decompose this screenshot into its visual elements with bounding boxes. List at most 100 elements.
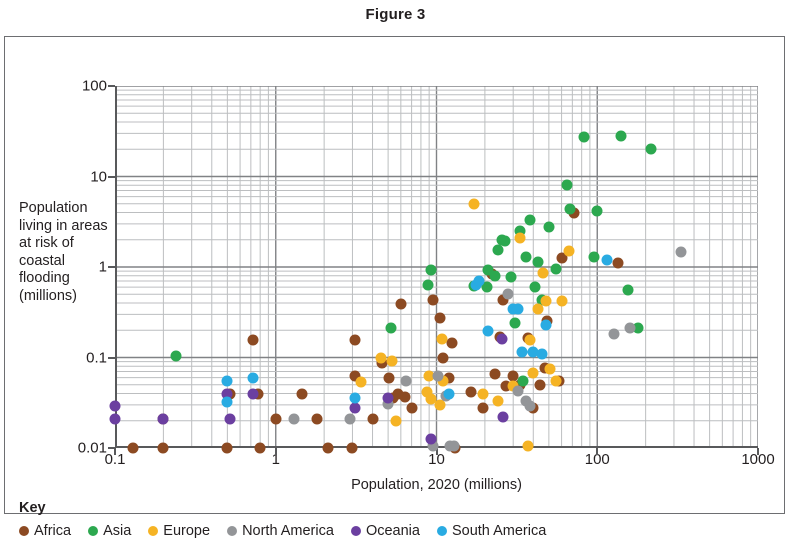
legend-label: South America: [451, 523, 547, 539]
data-point-africa: [612, 257, 624, 269]
data-point-asia: [489, 270, 501, 282]
legend-marker-icon: [350, 526, 361, 536]
y-tick-label: 10: [90, 168, 107, 185]
data-point-asia: [425, 264, 437, 276]
data-point-africa: [311, 413, 323, 425]
data-point-africa: [507, 370, 519, 382]
y-tick-mark: [108, 175, 115, 178]
legend: Africa Asia Europe North America Oceania Sout…: [19, 523, 546, 539]
data-point-africa: [367, 413, 379, 425]
y-tick-label: 100: [81, 77, 107, 95]
y-tick-mark: [108, 85, 115, 87]
y-tick-label: 1: [98, 258, 107, 276]
data-point-africa: [254, 442, 266, 454]
data-point-south-america: [516, 346, 528, 358]
data-point-asia: [514, 225, 526, 237]
legend-item-asia[interactable]: Asia: [88, 523, 131, 539]
data-point-africa: [539, 362, 551, 374]
data-point-europe: [550, 375, 561, 387]
data-point-africa: [497, 294, 509, 306]
data-point-asia: [550, 263, 561, 275]
legend-item-africa[interactable]: Africa: [19, 523, 71, 539]
legend-marker-icon: [19, 526, 29, 536]
legend-label: North America: [242, 523, 334, 539]
data-point-asia: [499, 235, 511, 247]
data-point-asia: [492, 244, 504, 256]
data-point-north-america: [382, 398, 394, 410]
data-point-europe: [477, 388, 489, 399]
data-point-europe: [514, 232, 526, 244]
data-point-north-america: [512, 385, 524, 397]
y-tick-mark: [108, 266, 115, 268]
x-axis-title: Population, 2020 (millions): [351, 477, 522, 493]
legend-label: Europe: [163, 523, 211, 539]
data-point-africa: [489, 368, 501, 380]
data-point-south-america: [527, 346, 539, 358]
data-point-asia: [520, 251, 532, 263]
data-point-asia: [385, 322, 397, 334]
data-point-africa: [127, 442, 139, 454]
data-point-europe: [434, 399, 446, 411]
data-point-europe: [436, 333, 448, 345]
x-tick-label: 1000: [741, 451, 775, 468]
x-tick-mark: [596, 448, 599, 455]
data-point-africa: [556, 252, 568, 264]
data-point-asia: [170, 350, 182, 362]
data-point-south-america: [540, 319, 552, 331]
data-point-asia: [632, 322, 644, 334]
data-point-asia: [524, 214, 536, 226]
y-tick-mark: [108, 356, 115, 359]
data-point-africa: [392, 388, 404, 399]
legend-marker-icon: [436, 526, 447, 536]
x-tick-mark: [274, 448, 277, 455]
data-point-europe: [524, 334, 536, 346]
legend-item-north-america[interactable]: North America: [227, 523, 334, 539]
x-tick-label: 1: [271, 451, 280, 468]
data-point-oceania: [349, 402, 361, 414]
data-point-north-america: [608, 328, 620, 340]
data-point-africa: [346, 442, 358, 454]
data-point-europe: [425, 393, 437, 405]
data-point-africa: [296, 388, 308, 399]
data-point-africa: [395, 298, 407, 310]
legend-marker-icon: [227, 526, 238, 536]
data-point-africa: [446, 337, 458, 349]
data-point-asia: [481, 281, 493, 293]
data-point-europe: [532, 303, 543, 315]
figure-title: Figure 3: [365, 6, 426, 23]
x-tick-label: 100: [584, 451, 610, 468]
data-point-africa: [252, 388, 264, 399]
data-point-oceania: [221, 388, 233, 399]
data-point-europe: [423, 370, 435, 382]
data-point-africa: [157, 442, 169, 454]
data-point-asia: [517, 375, 529, 387]
x-tick-label: 10: [428, 451, 445, 468]
data-point-oceania: [157, 413, 169, 425]
data-point-asia: [543, 221, 555, 233]
data-point-europe: [468, 198, 480, 210]
data-point-africa: [443, 372, 455, 384]
data-point-asia: [505, 271, 517, 283]
y-axis-tick-labels: 0.01 0.1 1 10 100: [35, 78, 107, 457]
data-point-africa: [270, 413, 282, 425]
data-point-africa: [427, 294, 439, 306]
data-point-europe: [421, 386, 433, 398]
y-axis-title: Population living in areas at risk of co…: [19, 200, 108, 304]
legend-item-oceania[interactable]: Oceania: [350, 523, 420, 539]
chart-panel: Population living in areas at risk of co…: [4, 36, 785, 539]
data-point-north-america: [624, 322, 636, 334]
legend-item-south-america[interactable]: South America: [436, 523, 547, 539]
data-point-asia: [591, 205, 603, 217]
legend-label: Asia: [103, 523, 132, 539]
legend-item-europe[interactable]: Europe: [148, 523, 210, 539]
data-point-africa: [322, 442, 334, 454]
x-axis-tick-labels: 0.1 1 10 100 1000: [105, 451, 775, 475]
data-point-europe: [527, 367, 539, 379]
data-point-africa: [500, 380, 512, 392]
data-point-europe: [544, 363, 556, 375]
data-point-europe: [556, 295, 568, 307]
data-point-europe: [522, 440, 534, 452]
data-point-africa: [434, 312, 446, 324]
data-point-asia: [588, 251, 600, 263]
data-point-asia: [622, 284, 634, 296]
